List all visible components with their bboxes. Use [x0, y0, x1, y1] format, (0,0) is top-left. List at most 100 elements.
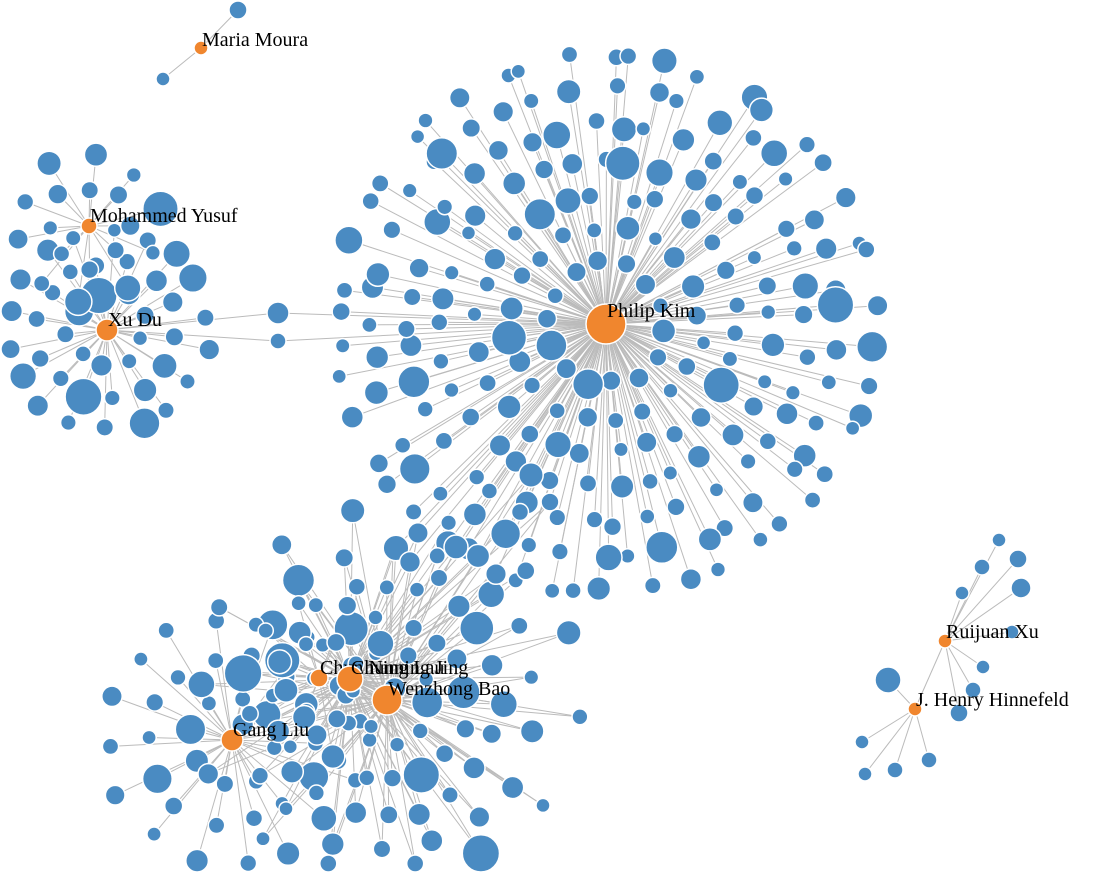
coauthor-node[interactable] [334, 337, 351, 354]
coauthor-node[interactable] [146, 826, 162, 842]
coauthor-node[interactable] [8, 361, 38, 391]
coauthor-node[interactable] [854, 734, 870, 750]
coauthor-node[interactable] [648, 81, 671, 104]
coauthor-node[interactable] [1004, 624, 1020, 640]
coauthor-node[interactable] [793, 304, 814, 325]
coauthor-node[interactable] [834, 186, 857, 209]
coauthor-node[interactable] [499, 296, 524, 321]
coauthor-node[interactable] [651, 297, 670, 315]
coauthor-node[interactable] [610, 116, 638, 143]
coauthor-node[interactable] [465, 543, 491, 569]
coauthor-node[interactable] [416, 400, 434, 418]
coauthor-node[interactable] [320, 743, 346, 770]
coauthor-node[interactable] [776, 219, 796, 239]
coauthor-node[interactable] [578, 474, 598, 493]
coauthor-node[interactable] [964, 681, 982, 699]
coauthor-node[interactable] [586, 576, 612, 602]
coauthor-node[interactable] [577, 406, 599, 428]
coauthor-node[interactable] [752, 531, 769, 548]
coauthor-node[interactable] [108, 184, 129, 205]
coauthor-node[interactable] [320, 831, 345, 857]
coauthor-node[interactable] [425, 137, 459, 170]
coauthor-node[interactable] [398, 550, 422, 574]
coauthor-node[interactable] [533, 159, 555, 180]
coauthor-node[interactable] [297, 635, 315, 653]
coauthor-node[interactable] [645, 530, 679, 565]
coauthor-node[interactable] [859, 376, 879, 396]
coauthor-node[interactable] [816, 286, 855, 324]
coauthor-node[interactable] [223, 653, 263, 693]
coauthor-node[interactable] [244, 808, 264, 828]
coauthor-node[interactable] [706, 109, 734, 137]
coauthor-node[interactable] [131, 330, 149, 347]
coauthor-node[interactable] [418, 671, 435, 688]
hub-node-ruijuan-xu[interactable] [937, 633, 953, 649]
coauthor-node[interactable] [703, 151, 724, 171]
coauthor-node[interactable] [715, 518, 735, 538]
hub-node-gang-liu[interactable] [220, 728, 244, 752]
coauthor-node[interactable] [367, 609, 384, 626]
coauthor-node[interactable] [446, 594, 471, 619]
coauthor-node[interactable] [428, 547, 447, 565]
coauthor-node[interactable] [95, 417, 115, 437]
coauthor-node[interactable] [662, 465, 679, 481]
coauthor-node[interactable] [162, 239, 192, 269]
coauthor-node[interactable] [561, 152, 584, 176]
hub-node-philip-kim[interactable] [585, 303, 627, 345]
coauthor-node[interactable] [1008, 549, 1028, 569]
coauthor-node[interactable] [255, 830, 271, 847]
coauthor-node[interactable] [151, 352, 178, 380]
coauthor-node[interactable] [331, 368, 348, 385]
coauthor-node[interactable] [741, 491, 764, 514]
coauthor-node[interactable] [463, 204, 487, 228]
hub-node-j-henry-hinnefeld[interactable] [907, 701, 923, 717]
coauthor-node[interactable] [666, 497, 686, 517]
coauthor-node[interactable] [430, 313, 449, 332]
coauthor-node[interactable] [518, 462, 544, 488]
coauthor-node[interactable] [103, 389, 121, 407]
coauthor-node[interactable] [448, 86, 471, 109]
coauthor-node[interactable] [163, 796, 184, 816]
coauthor-node[interactable] [363, 379, 390, 406]
coauthor-node[interactable] [825, 338, 848, 362]
coauthor-node[interactable] [522, 92, 540, 110]
coauthor-node[interactable] [461, 834, 501, 873]
coauthor-node[interactable] [434, 743, 455, 764]
coauthor-node[interactable] [973, 558, 991, 576]
coauthor-node[interactable] [686, 444, 712, 469]
coauthor-node[interactable] [434, 431, 454, 451]
coauthor-node[interactable] [520, 536, 538, 554]
coauthor-node[interactable] [169, 668, 187, 687]
coauthor-node[interactable] [615, 215, 641, 241]
coauthor-node[interactable] [436, 198, 454, 216]
coauthor-node[interactable] [478, 275, 496, 293]
coauthor-node[interactable] [79, 259, 100, 280]
hub-node-maria-moura[interactable] [193, 40, 209, 56]
coauthor-node[interactable] [59, 414, 77, 432]
coauthor-node[interactable] [36, 150, 63, 177]
coauthor-node[interactable] [443, 264, 460, 281]
coauthor-node[interactable] [632, 402, 652, 422]
coauthor-node[interactable] [327, 709, 347, 729]
coauthor-node[interactable] [326, 632, 346, 653]
coauthor-node[interactable] [0, 338, 21, 360]
coauthor-node[interactable] [813, 152, 833, 173]
coauthor-node[interactable] [602, 517, 623, 537]
coauthor-node[interactable] [429, 568, 449, 588]
coauthor-node[interactable] [604, 145, 641, 182]
coauthor-node[interactable] [319, 854, 338, 873]
coauthor-node[interactable] [177, 262, 208, 294]
coauthor-node[interactable] [113, 274, 142, 302]
coauthor-node[interactable] [803, 491, 822, 509]
coauthor-node[interactable] [420, 828, 444, 853]
coauthor-node[interactable] [600, 370, 622, 392]
coauthor-node[interactable] [52, 245, 71, 263]
coauthor-node[interactable] [397, 365, 431, 399]
coauthor-node[interactable] [671, 127, 696, 153]
coauthor-node[interactable] [310, 804, 338, 833]
coauthor-node[interactable] [523, 376, 542, 395]
coauthor-node[interactable] [396, 319, 416, 339]
coauthor-node[interactable] [432, 352, 450, 370]
coauthor-node[interactable] [30, 348, 50, 369]
coauthor-node[interactable] [404, 502, 423, 521]
